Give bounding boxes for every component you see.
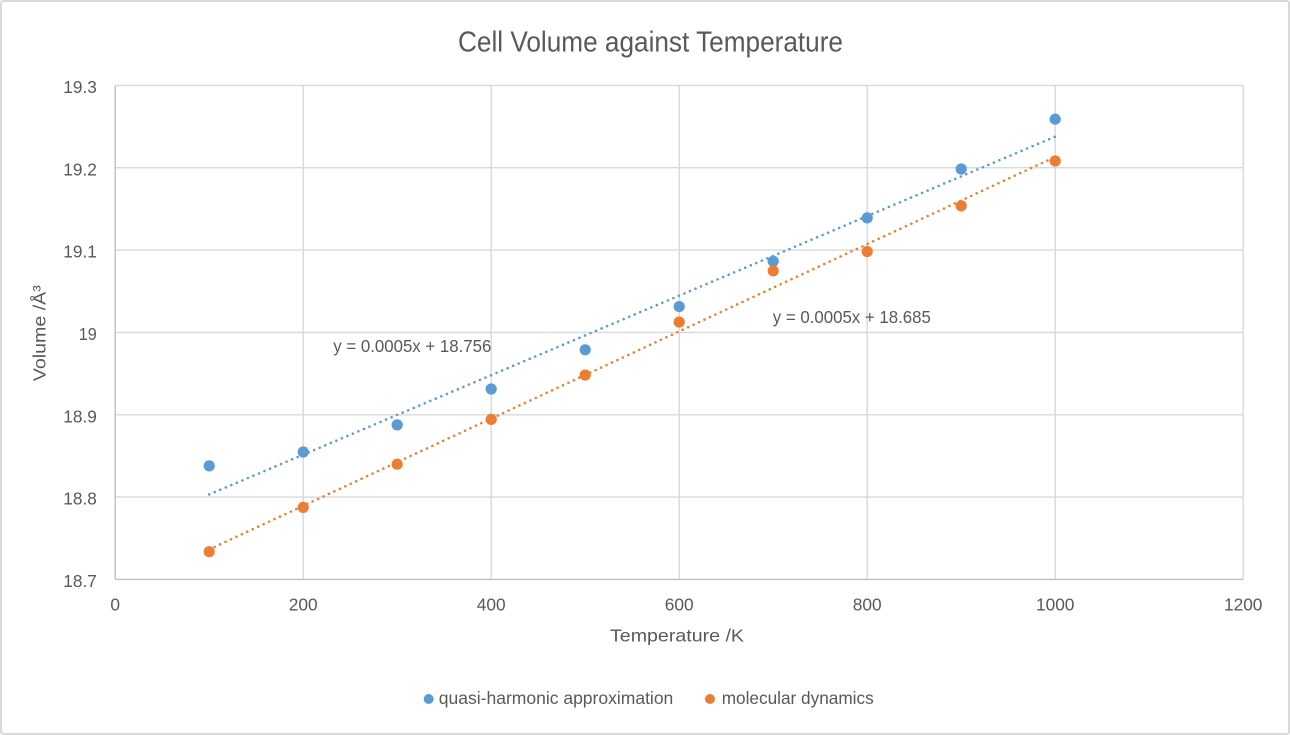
svg-text:18.9: 18.9 xyxy=(63,406,97,426)
svg-text:18.8: 18.8 xyxy=(63,489,97,509)
svg-text:0: 0 xyxy=(110,595,120,615)
svg-text:400: 400 xyxy=(477,595,506,615)
svg-text:Volume /Å³: Volume /Å³ xyxy=(29,285,49,381)
svg-text:quasi-harmonic approximation: quasi-harmonic approximation xyxy=(439,688,674,708)
svg-text:19.2: 19.2 xyxy=(63,159,97,179)
svg-text:molecular dynamics: molecular dynamics xyxy=(722,688,874,708)
svg-text:1200: 1200 xyxy=(1224,595,1262,615)
svg-text:19.1: 19.1 xyxy=(63,242,97,262)
svg-text:800: 800 xyxy=(853,595,882,615)
svg-text:200: 200 xyxy=(289,595,318,615)
svg-text:18.7: 18.7 xyxy=(63,571,97,591)
svg-text:Cell Volume against Temperatur: Cell Volume against Temperature xyxy=(458,27,843,59)
svg-text:1000: 1000 xyxy=(1036,595,1074,615)
svg-text:19: 19 xyxy=(79,324,97,344)
svg-text:19.3: 19.3 xyxy=(63,77,97,97)
svg-text:Temperature /K: Temperature /K xyxy=(610,626,744,646)
svg-text:y = 0.0005x + 18.756: y = 0.0005x + 18.756 xyxy=(333,336,491,356)
svg-text:y = 0.0005x + 18.685: y = 0.0005x + 18.685 xyxy=(773,307,931,327)
svg-text:600: 600 xyxy=(665,595,694,615)
